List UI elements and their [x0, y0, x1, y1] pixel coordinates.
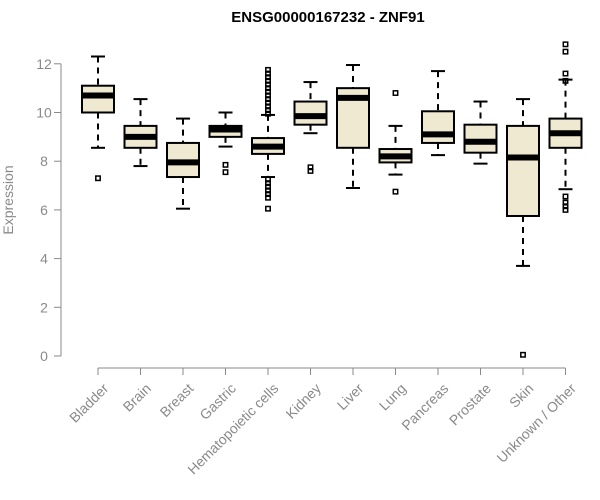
outlier-point	[265, 110, 271, 117]
outlier-point	[95, 175, 101, 182]
outlier-point	[265, 194, 271, 201]
x-tick-label: Breast	[157, 380, 197, 420]
outlier-point	[307, 167, 314, 174]
x-tick-label: Pancreas	[398, 380, 451, 433]
y-axis: 0 2 4 6 8 10 12	[36, 56, 62, 364]
box-group	[81, 55, 115, 182]
outlier-point	[562, 48, 569, 55]
outlier-point	[562, 193, 569, 200]
outlier-point	[562, 41, 569, 48]
x-tick-label: Kidney	[282, 380, 324, 422]
box-group	[336, 64, 370, 189]
outlier-point	[562, 77, 569, 84]
box-group	[166, 117, 200, 210]
y-tick-label: 2	[40, 299, 48, 315]
box-iqr	[463, 123, 498, 154]
box-iqr	[81, 84, 115, 114]
box-iqr	[293, 100, 328, 126]
y-tick-label: 8	[40, 153, 48, 169]
box-group	[378, 90, 413, 195]
box-series	[81, 41, 583, 358]
box-iqr	[421, 110, 455, 144]
box-group	[123, 98, 158, 168]
box-group	[548, 41, 583, 213]
box-iqr	[506, 124, 540, 217]
y-tick-label: 6	[40, 202, 48, 218]
outlier-point	[222, 161, 229, 168]
y-axis-label: Expression	[0, 165, 16, 234]
outlier-point	[392, 90, 399, 96]
x-tick-label: Brain	[120, 380, 154, 414]
y-tick-label: 12	[36, 56, 52, 72]
outlier-point	[562, 70, 569, 77]
x-tick-label: Prostate	[446, 380, 494, 428]
y-tick-label: 4	[40, 251, 48, 267]
outlier-point	[520, 351, 526, 358]
x-tick-label: Unknown / Other	[493, 380, 579, 466]
outlier-point	[222, 169, 229, 176]
box-group	[463, 100, 498, 165]
chart-title: ENSG00000167232 - ZNF91	[231, 9, 424, 26]
box-group	[251, 66, 285, 212]
outlier-point	[562, 206, 569, 213]
outlier-point	[265, 205, 271, 212]
x-tick-label: Liver	[334, 380, 367, 413]
box-group	[208, 111, 243, 176]
x-tick-label: Skin	[506, 380, 537, 411]
x-tick-label: Lung	[376, 380, 409, 413]
box-group	[421, 70, 455, 157]
outlier-point	[392, 188, 399, 195]
box-group	[293, 81, 328, 174]
x-tick-label: Bladder	[66, 380, 112, 426]
box-group	[506, 98, 540, 358]
y-tick-label: 0	[40, 348, 48, 364]
y-tick-label: 10	[36, 105, 52, 121]
